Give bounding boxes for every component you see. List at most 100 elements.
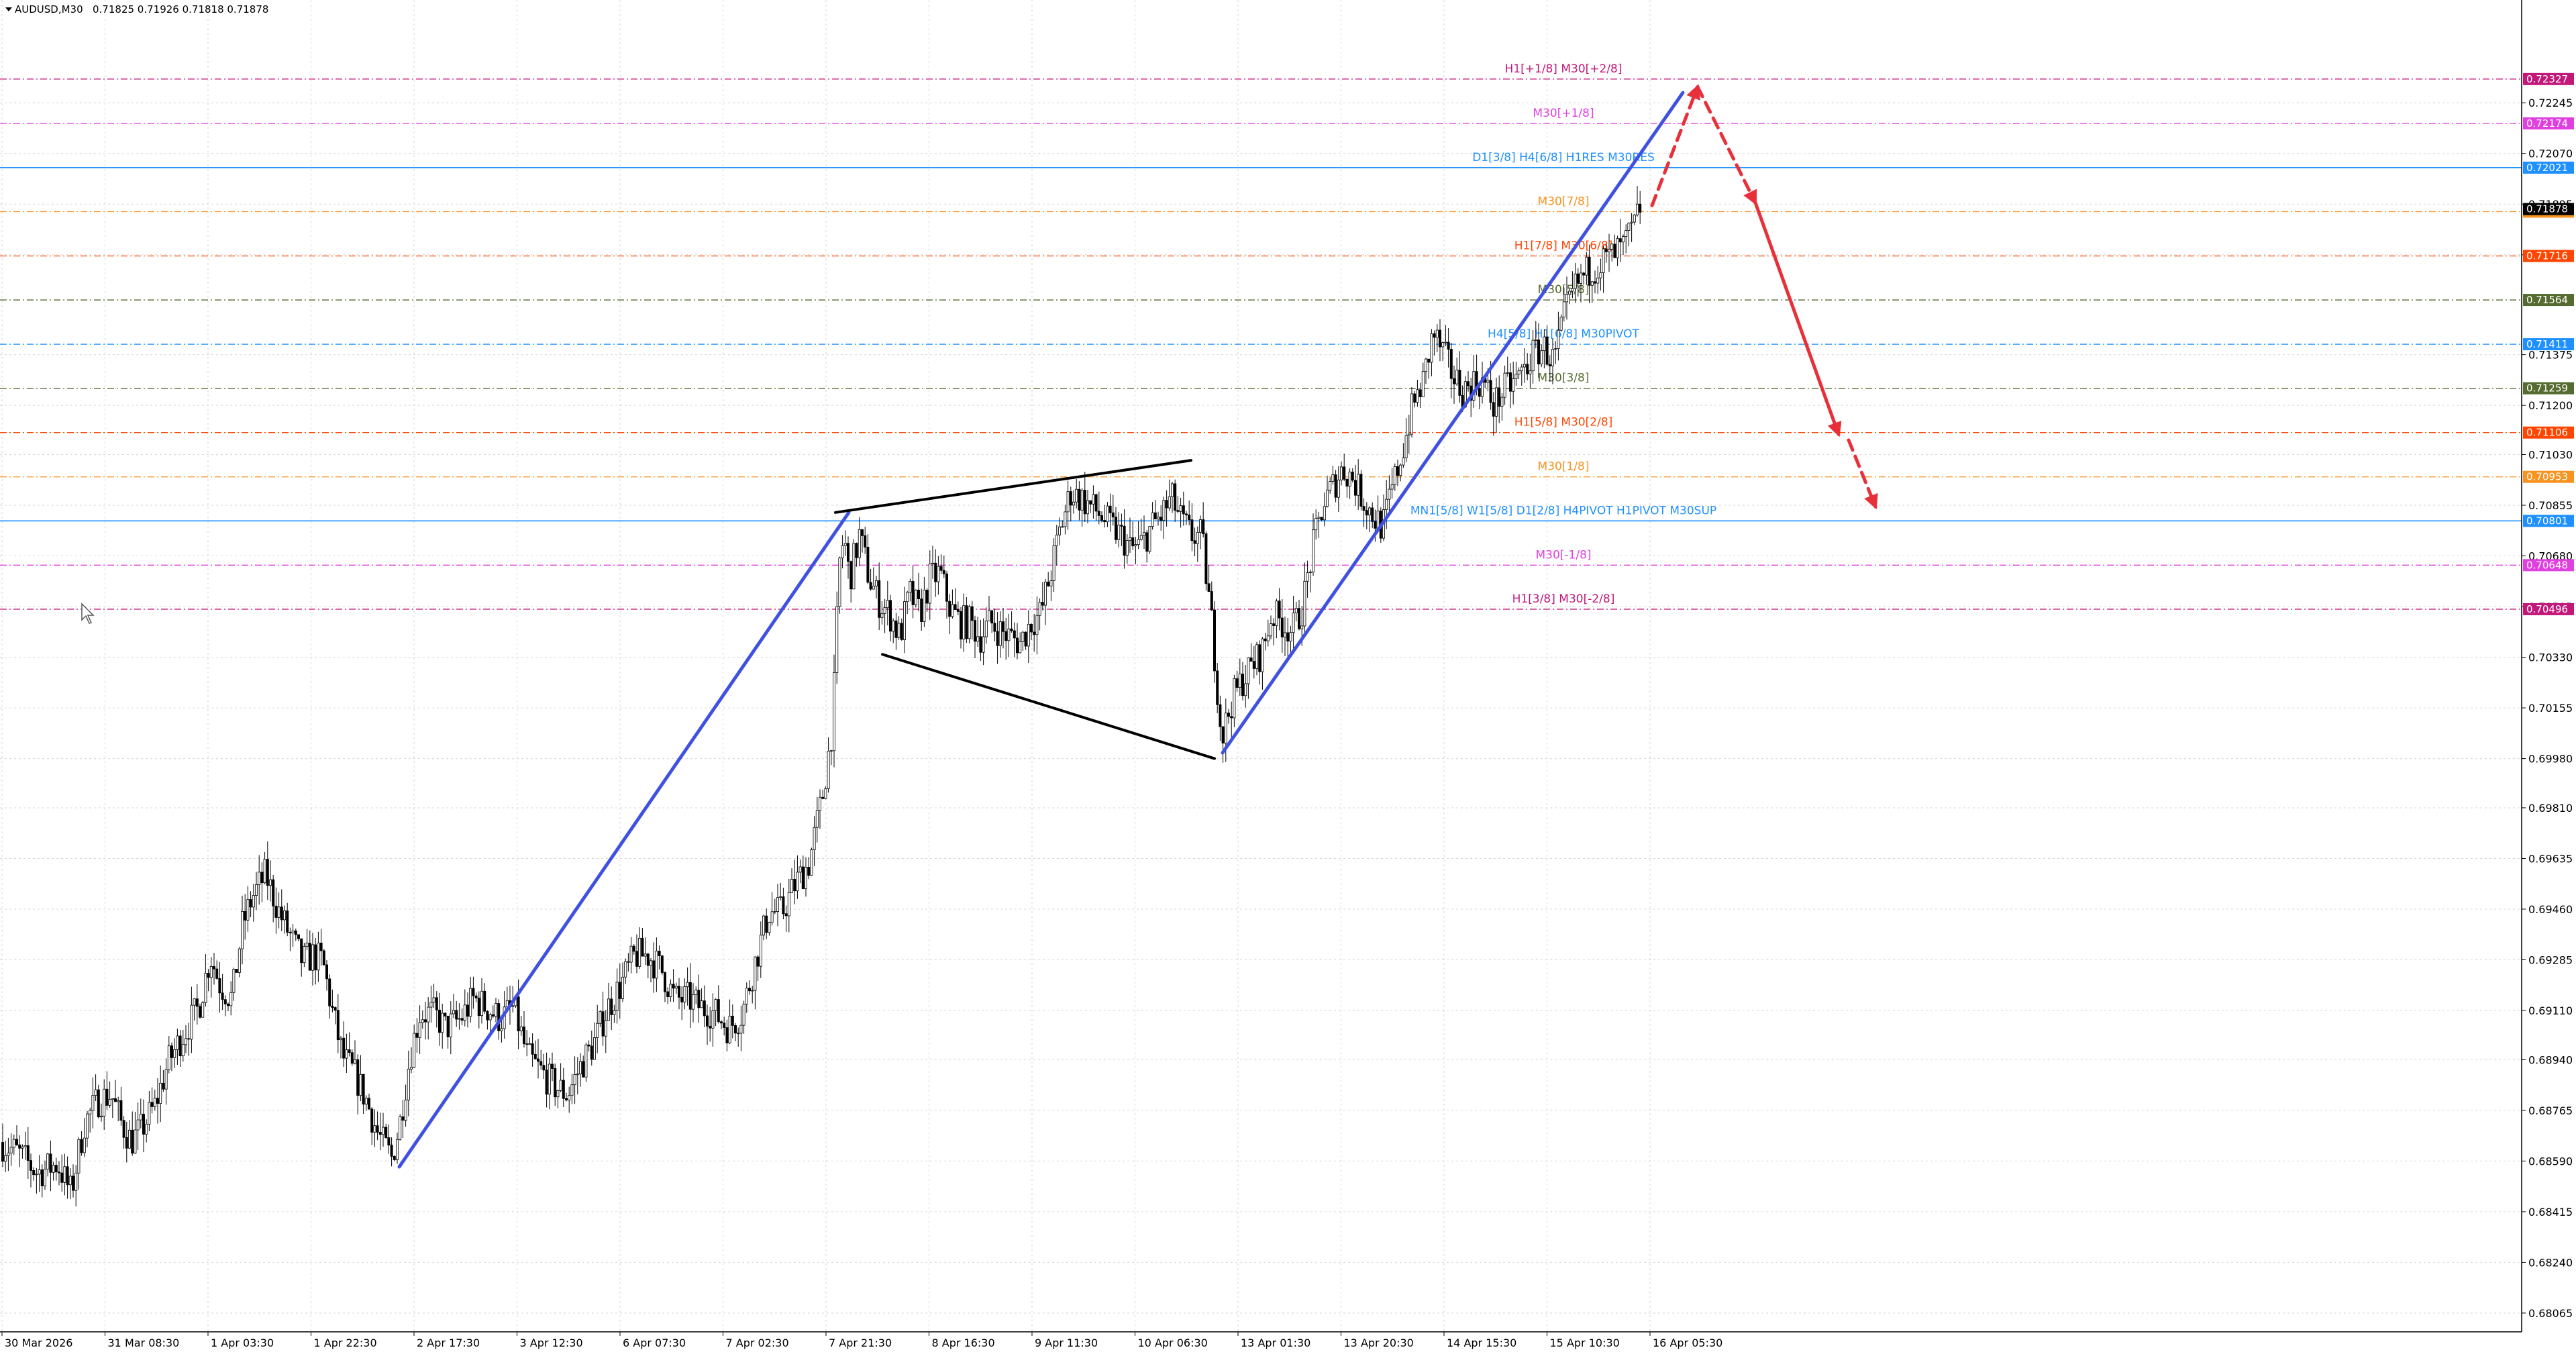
candle	[74, 1165, 78, 1207]
candle	[266, 841, 269, 900]
candle	[1571, 271, 1574, 299]
candle	[1182, 491, 1185, 526]
candle	[1174, 479, 1177, 522]
price-tag: 0.70496	[2523, 603, 2574, 615]
candle	[1618, 219, 1622, 262]
candle	[1072, 490, 1076, 514]
candle	[472, 976, 475, 1009]
candle	[314, 937, 317, 985]
forecast-up-dashed[interactable]	[1650, 84, 1700, 207]
forecast-down-dashed-1[interactable]	[1696, 85, 1757, 206]
candle	[1238, 658, 1241, 696]
candle	[1284, 616, 1287, 657]
candle	[153, 1089, 156, 1111]
candle	[449, 1001, 452, 1055]
candle	[1286, 618, 1290, 658]
candle	[770, 892, 774, 926]
candle	[105, 1071, 109, 1110]
price-tag-label: 0.71564	[2526, 294, 2568, 306]
candle	[136, 1102, 140, 1151]
y-tick-label: 0.72245	[2528, 97, 2573, 109]
x-tick-label: 10 Apr 06:30	[1138, 1337, 1208, 1349]
candle	[1588, 244, 1591, 303]
candle	[1134, 537, 1137, 565]
trend-annotations[interactable]	[397, 84, 1878, 1169]
y-tick-label: 0.68065	[2528, 1307, 2573, 1320]
forecast-down-dashed-2[interactable]	[1847, 438, 1878, 510]
uptrend-line-2[interactable]	[1221, 91, 1685, 755]
candle	[1089, 500, 1092, 513]
candle	[1109, 493, 1112, 532]
candle	[1390, 468, 1394, 499]
uptrend-line-1[interactable]	[397, 511, 851, 1169]
candle	[1639, 191, 1642, 224]
candle	[762, 915, 766, 941]
candle	[796, 855, 799, 899]
candle	[903, 586, 907, 654]
time-axis: 30 Mar 2026 31 Mar 08:30 1 Apr 03:30 1 Apr …	[0, 1331, 2522, 1349]
candle	[672, 969, 675, 1002]
candle	[300, 938, 303, 977]
candle	[455, 1000, 458, 1027]
candle	[1024, 631, 1027, 650]
candle	[714, 998, 717, 1027]
candle	[745, 982, 748, 1013]
candle	[1157, 511, 1160, 526]
candle	[58, 1161, 61, 1186]
candle	[1019, 632, 1022, 654]
candle	[960, 607, 963, 649]
candle	[89, 1107, 92, 1133]
dropdown-triangle-icon[interactable]	[5, 7, 12, 11]
candle	[720, 1020, 723, 1029]
level-label: M30[3/8]	[1538, 372, 1590, 385]
candle	[878, 562, 881, 631]
candle	[99, 1103, 103, 1122]
candle	[1382, 494, 1385, 541]
price-tag: 0.70953	[2523, 470, 2574, 483]
candle	[331, 989, 334, 1012]
candle	[1306, 560, 1309, 598]
candle	[317, 931, 320, 982]
candle	[838, 556, 841, 614]
candle	[784, 905, 788, 932]
upper-wedge-line[interactable]	[834, 459, 1192, 514]
candle	[1449, 343, 1453, 399]
forecast-down-solid[interactable]	[1753, 201, 1842, 437]
candle	[1385, 480, 1388, 529]
candle	[305, 929, 309, 950]
candle	[1315, 509, 1318, 540]
y-tick-label: 0.71200	[2528, 399, 2573, 412]
candle	[1413, 390, 1416, 408]
candle	[410, 1047, 413, 1074]
candle	[1447, 328, 1450, 368]
candle	[1419, 382, 1422, 409]
level-label: M30[7/8]	[1538, 195, 1590, 208]
candle	[1007, 613, 1011, 658]
grid-lines	[0, 0, 2522, 1332]
price-tag: 0.71564	[2523, 294, 2574, 307]
candle	[1334, 470, 1337, 503]
candle	[35, 1168, 38, 1194]
candle	[156, 1078, 159, 1124]
candle	[968, 605, 971, 643]
candle	[66, 1156, 69, 1199]
candle	[864, 527, 867, 554]
candle	[1543, 329, 1546, 368]
lower-wedge-line[interactable]	[881, 653, 1216, 760]
candle	[1599, 258, 1602, 291]
level-label: H1[5/8] M30[2/8]	[1514, 416, 1613, 429]
candle	[554, 1063, 557, 1106]
candle	[1568, 288, 1572, 305]
candle	[94, 1074, 97, 1101]
candle	[139, 1098, 142, 1129]
y-tick-label: 0.69635	[2528, 852, 2573, 865]
candle	[1303, 562, 1306, 633]
candle	[576, 1057, 579, 1095]
candle	[539, 1049, 543, 1070]
level-label: M30[1/8]	[1538, 460, 1590, 474]
candle	[1604, 244, 1608, 263]
candle	[728, 999, 731, 1045]
candle	[920, 588, 923, 631]
candle	[1585, 252, 1588, 284]
